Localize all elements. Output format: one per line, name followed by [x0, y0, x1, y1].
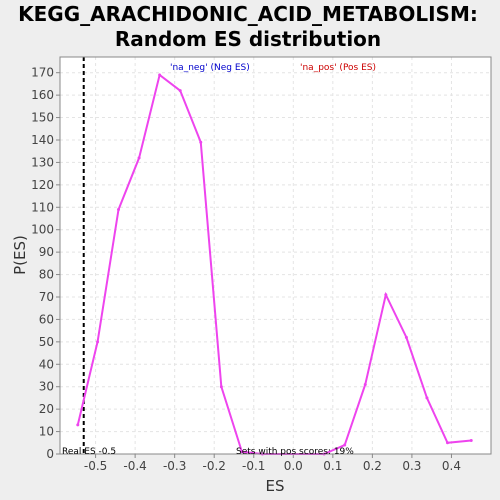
axis-ticks: 0 10 20 30 40 50 60 70 80 90 100 110 120 130 140 150 160…: [31, 66, 461, 473]
chart-title-line2: Random ES distribution: [115, 27, 381, 51]
y-tick-label: 10: [39, 425, 54, 439]
y-axis-label: P(ES): [11, 235, 29, 275]
y-tick-label: 120: [31, 178, 54, 192]
y-tick-label: 0: [46, 447, 54, 461]
data-point: [158, 73, 162, 77]
plot-frame: [59, 56, 492, 455]
data-point: [384, 293, 388, 297]
pos-es-legend-label: 'na_pos' (Pos ES): [300, 63, 376, 73]
x-tick-label: -0.2: [203, 459, 226, 473]
data-point: [343, 443, 347, 447]
series-points: [76, 73, 473, 456]
data-point: [117, 208, 121, 212]
data-point: [178, 89, 182, 93]
y-tick-label: 30: [39, 380, 54, 394]
data-point: [199, 140, 203, 144]
y-tick-label: 90: [39, 245, 54, 259]
y-tick-label: 20: [39, 402, 54, 416]
neg-es-legend-label: 'na_neg' (Neg ES): [170, 63, 250, 73]
y-tick-label: 80: [39, 268, 54, 282]
series-line: [76, 73, 472, 455]
x-tick-label: 0.1: [323, 459, 342, 473]
data-point: [404, 335, 408, 339]
y-tick-label: 110: [31, 200, 54, 214]
real-es-label: Real ES -0.5: [62, 447, 116, 457]
x-tick-label: 0.4: [442, 459, 461, 473]
grid-lines: [60, 57, 491, 455]
x-tick-label: -0.1: [242, 459, 265, 473]
y-tick-label: 170: [31, 66, 54, 80]
y-tick-label: 60: [39, 312, 54, 326]
x-tick-label: -0.5: [84, 459, 107, 473]
x-tick-label: 0.0: [284, 459, 303, 473]
x-tick-label: -0.3: [163, 459, 186, 473]
y-tick-label: 100: [31, 223, 54, 237]
y-tick-label: 150: [31, 111, 54, 125]
data-point: [76, 423, 80, 427]
plot-area: [60, 57, 491, 454]
data-point: [446, 441, 450, 445]
data-point: [137, 156, 141, 160]
x-axis-label: ES: [266, 477, 285, 495]
data-point: [96, 340, 100, 344]
data-point: [425, 396, 429, 400]
x-tick-label: 0.3: [402, 459, 421, 473]
data-point: [469, 439, 473, 443]
data-point: [363, 382, 367, 386]
y-tick-label: 40: [39, 357, 54, 371]
x-tick-label: -0.4: [123, 459, 146, 473]
y-tick-label: 70: [39, 290, 54, 304]
data-point: [219, 385, 223, 389]
y-tick-label: 130: [31, 155, 54, 169]
x-tick-label: 0.2: [363, 459, 382, 473]
pos-scores-label: Sets with pos scores: 19%: [236, 447, 354, 457]
y-tick-label: 50: [39, 335, 54, 349]
data-point: [240, 450, 244, 454]
y-tick-label: 160: [31, 88, 54, 102]
y-tick-label: 140: [31, 133, 54, 147]
chart-title-line1: KEGG_ARACHIDONIC_ACID_METABOLISM:: [18, 2, 478, 26]
